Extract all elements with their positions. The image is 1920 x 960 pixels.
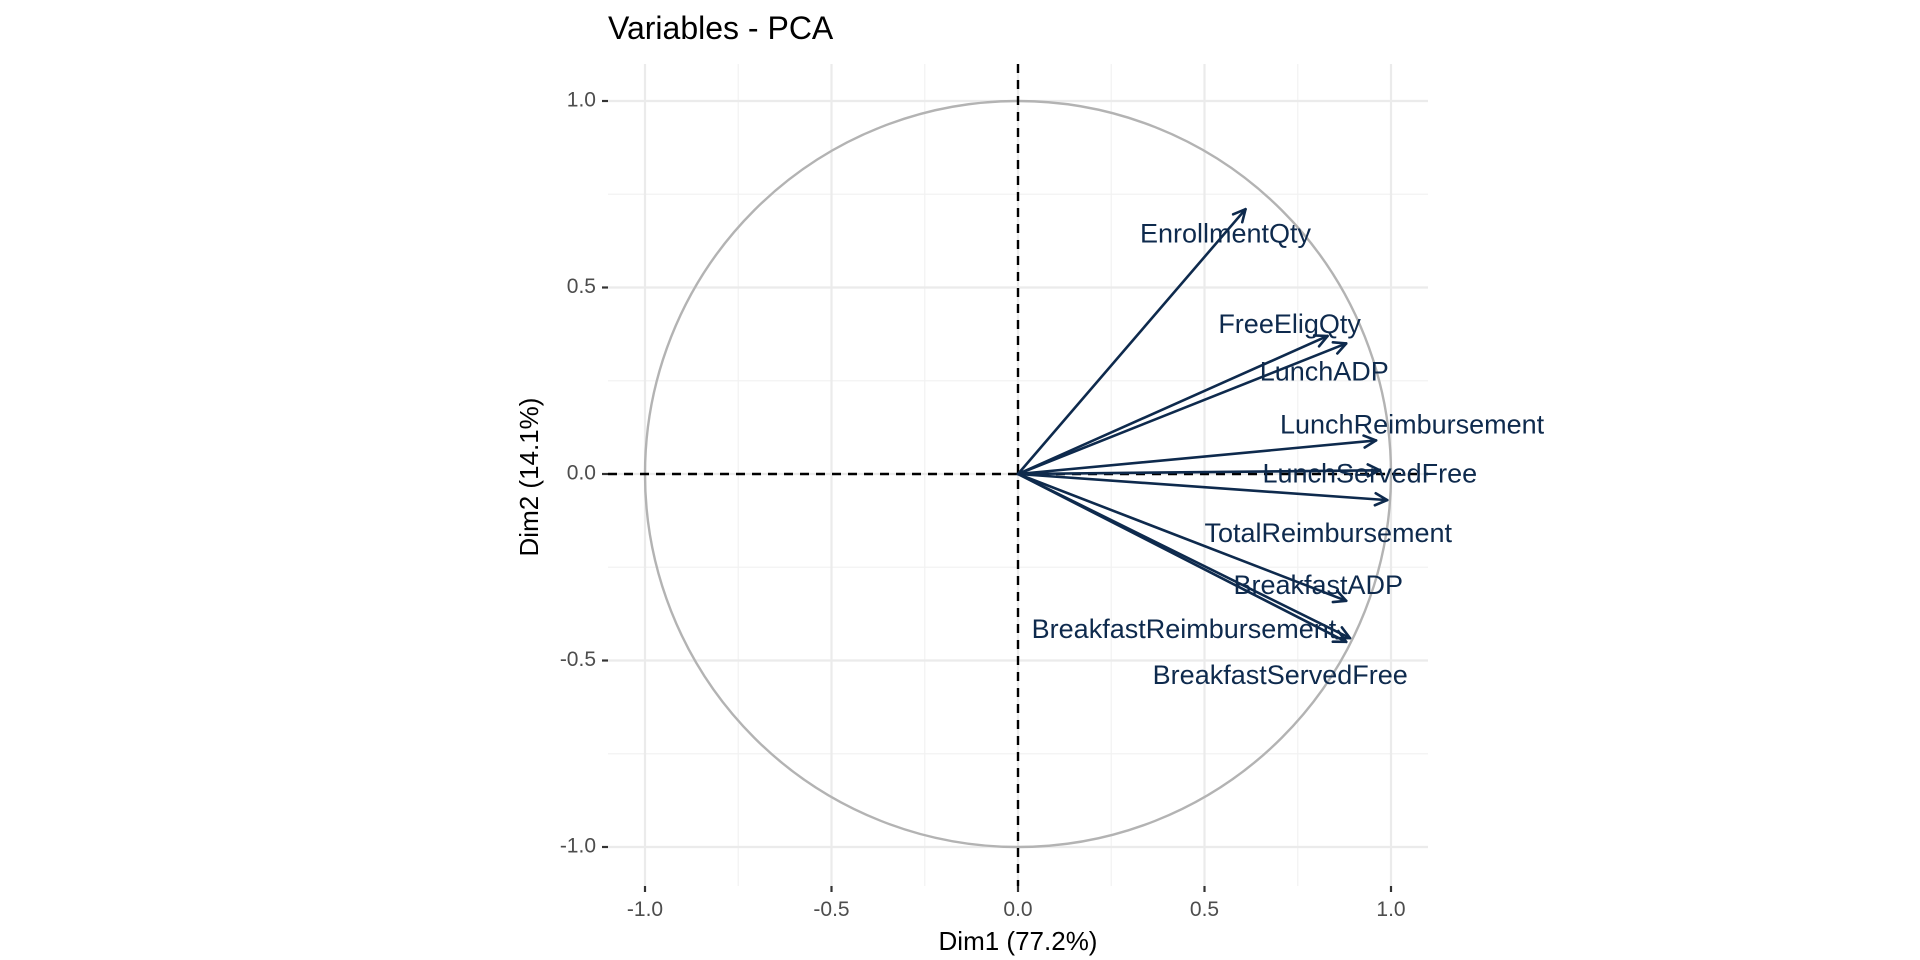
x-tick-label: -1.0 [627, 898, 663, 921]
arrow-EnrollmentQty [1016, 207, 1247, 476]
label-LunchReimbursement: LunchReimbursement [1280, 410, 1545, 440]
label-BreakfastServedFree: BreakfastServedFree [1153, 660, 1408, 690]
x-axis-title: Dim1 (77.2%) [939, 926, 1098, 956]
x-tick-label: 1.0 [1376, 898, 1405, 921]
label-LunchServedFree: LunchServedFree [1262, 458, 1477, 488]
label-FreeEligQty: FreeEligQty [1218, 309, 1361, 339]
arrow-LunchReimbursement [1016, 434, 1378, 476]
variable-arrows [1016, 207, 1389, 644]
arrow-TotalReimbursement [1016, 472, 1389, 507]
zero-lines [608, 64, 1428, 886]
variable-labels: EnrollmentQty FreeEligQty LunchADP LunchRei… [1032, 218, 1545, 690]
label-LunchADP: LunchADP [1260, 357, 1389, 387]
x-tick-label: 0.0 [1003, 898, 1032, 921]
arrow-LunchADP [1016, 341, 1348, 476]
y-axis-title: Dim2 (14.1%) [514, 398, 544, 557]
y-tick-label: -0.5 [560, 648, 596, 671]
arrow-FreeEligQty [1016, 334, 1329, 476]
y-tick-label: 1.0 [567, 89, 596, 112]
y-tick-label: 0.5 [567, 275, 596, 298]
arrow-LunchServedFree [1016, 463, 1382, 478]
x-tick-label: -0.5 [813, 898, 849, 921]
label-TotalReimbursement: TotalReimbursement [1204, 518, 1452, 548]
y-tick-label: -1.0 [560, 835, 596, 858]
arrow-BreakfastADP [1016, 472, 1348, 604]
x-tick-label: 0.5 [1190, 898, 1219, 921]
y-tick-label: 0.0 [567, 462, 596, 485]
label-BreakfastADP: BreakfastADP [1233, 570, 1403, 600]
label-BreakfastReimbursement: BreakfastReimbursement [1032, 614, 1337, 644]
chart-title: Variables - PCA [608, 10, 834, 46]
axis-ticks: -1.0 -0.5 0.0 0.5 1.0 -1.0 -0.5 0.0 0.5 1.0 [560, 89, 1406, 921]
arrow-BreakfastServedFree [1016, 472, 1348, 644]
label-EnrollmentQty: EnrollmentQty [1140, 218, 1312, 248]
